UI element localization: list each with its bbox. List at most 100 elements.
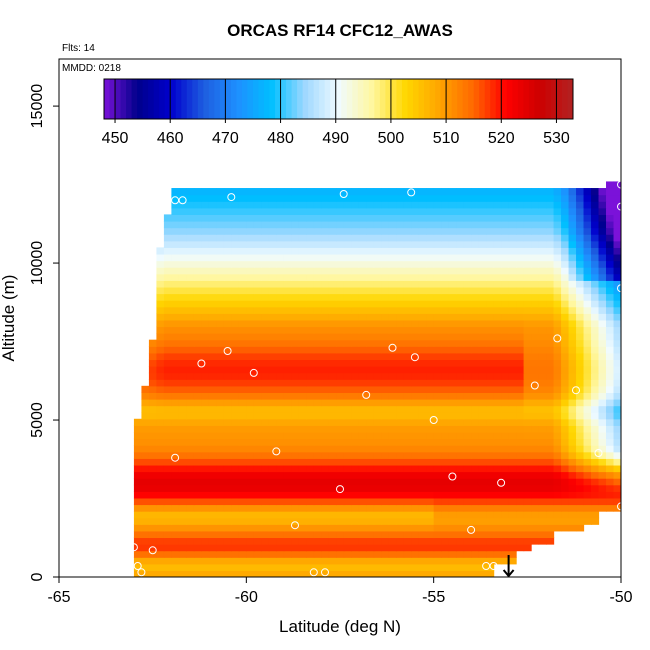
heatmap-cell <box>328 293 337 301</box>
heatmap-cell <box>148 385 158 393</box>
heatmap-cell <box>381 240 390 248</box>
heatmap-cell <box>328 412 337 420</box>
heatmap-cell <box>426 247 435 255</box>
heatmap-cell <box>201 253 210 262</box>
colorbar-segment <box>280 79 287 119</box>
heatmap-cell <box>486 372 495 380</box>
heatmap-cell <box>463 247 472 255</box>
heatmap-cell <box>231 247 240 255</box>
heatmap-cell <box>418 517 427 525</box>
heatmap-cell <box>396 372 405 380</box>
heatmap-cell <box>373 544 382 552</box>
heatmap-cell <box>268 293 277 301</box>
heatmap-cell <box>471 326 480 334</box>
heatmap-cell <box>396 293 405 301</box>
heatmap-cell <box>486 306 495 314</box>
heatmap-cell <box>463 497 472 506</box>
heatmap-cell <box>328 570 337 577</box>
heatmap-cell <box>598 366 607 374</box>
heatmap-cell <box>186 273 195 281</box>
heatmap-cell <box>156 451 165 459</box>
heatmap-cell <box>238 478 247 486</box>
heatmap-cell <box>546 497 555 506</box>
heatmap-cell <box>411 227 420 235</box>
heatmap-cell <box>208 188 217 196</box>
heatmap-cell <box>163 253 172 262</box>
heatmap-cell <box>531 491 540 499</box>
heatmap-cell <box>396 478 405 486</box>
heatmap-cell <box>426 438 435 446</box>
heatmap-cell <box>373 491 382 499</box>
heatmap-cell <box>253 385 262 393</box>
heatmap-cell <box>328 392 337 400</box>
heatmap-cell <box>576 484 585 492</box>
heatmap-cell <box>171 431 180 440</box>
heatmap-cell <box>493 385 502 393</box>
heatmap-cell <box>388 517 397 525</box>
heatmap-cell <box>531 464 540 473</box>
heatmap-cell <box>418 537 427 545</box>
heatmap-cell <box>456 530 465 539</box>
sample-point <box>594 449 603 457</box>
heatmap-cell <box>336 544 345 552</box>
heatmap-cell <box>291 484 300 492</box>
heatmap-cell <box>598 352 607 361</box>
heatmap-cell <box>433 392 442 400</box>
heatmap-cell <box>598 333 607 341</box>
heatmap-cell <box>231 504 240 512</box>
heatmap-cell <box>351 557 360 565</box>
heatmap-cell <box>591 484 600 492</box>
heatmap-cell <box>163 445 172 453</box>
heatmap-cell <box>238 524 247 532</box>
colorbar-segment <box>435 79 442 119</box>
heatmap-cell <box>411 405 420 413</box>
heatmap-cell <box>396 379 405 387</box>
heatmap-cell <box>606 247 615 255</box>
heatmap-cell <box>276 491 285 499</box>
heatmap-cell <box>546 339 555 347</box>
heatmap-cell <box>403 260 412 268</box>
heatmap-cell <box>366 504 375 512</box>
heatmap-cell <box>163 484 172 492</box>
heatmap-cell <box>568 247 577 255</box>
heatmap-cell <box>561 517 570 525</box>
heatmap-cell <box>186 227 195 235</box>
heatmap-cell <box>298 399 307 407</box>
heatmap-cell <box>351 300 360 308</box>
heatmap-cell <box>583 412 592 420</box>
heatmap-cell <box>268 273 277 281</box>
heatmap-cell <box>516 471 525 479</box>
heatmap-cell <box>156 267 165 275</box>
heatmap-cell <box>268 313 277 321</box>
heatmap-cell <box>486 405 495 413</box>
heatmap-cell <box>358 491 367 499</box>
heatmap-cell <box>201 194 210 202</box>
heatmap-cell <box>493 247 502 255</box>
colorbar-segment <box>230 79 237 119</box>
heatmap-cell <box>336 240 345 248</box>
heatmap-cell <box>163 491 172 499</box>
heatmap-cell <box>538 412 547 420</box>
heatmap-cell <box>351 267 360 275</box>
heatmap-cell <box>448 557 457 565</box>
heatmap-cell <box>261 458 270 466</box>
heatmap-cell <box>133 537 143 545</box>
heatmap-cell <box>298 273 307 281</box>
heatmap-cell <box>448 524 457 532</box>
heatmap-cell <box>358 339 367 347</box>
heatmap-cell <box>553 300 562 308</box>
heatmap-cell <box>388 570 397 577</box>
heatmap-cell <box>456 234 465 242</box>
heatmap-cell <box>201 464 210 473</box>
heatmap-cell <box>553 194 562 202</box>
heatmap-cell <box>463 293 472 301</box>
heatmap-cell <box>591 319 600 328</box>
heatmap-cell <box>186 240 195 248</box>
heatmap-cell <box>306 511 315 519</box>
heatmap-cell <box>418 563 427 571</box>
heatmap-cell <box>321 247 330 255</box>
heatmap-cell <box>591 418 600 426</box>
heatmap-cell <box>343 280 352 288</box>
heatmap-cell <box>493 273 502 281</box>
heatmap-cell <box>193 471 202 479</box>
